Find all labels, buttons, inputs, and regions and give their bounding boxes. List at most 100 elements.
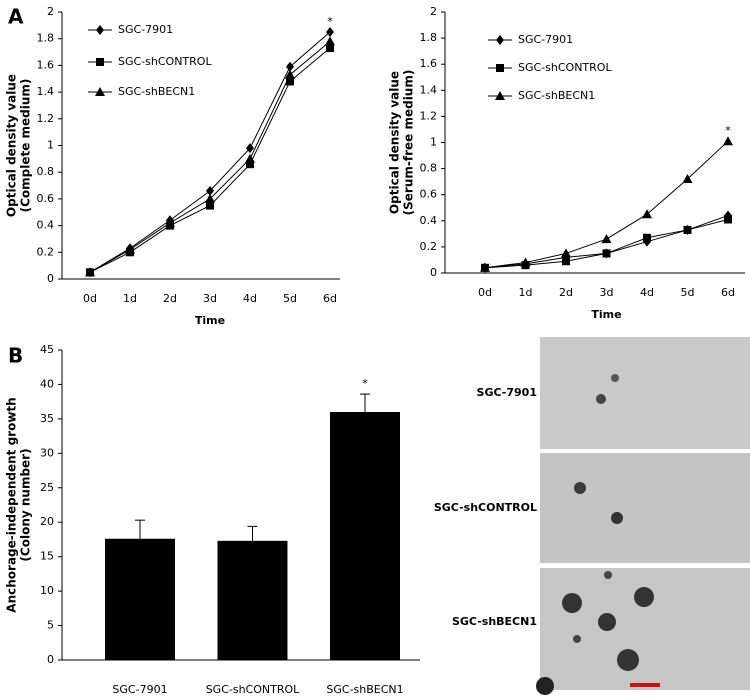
data-point — [562, 257, 570, 266]
data-point — [480, 262, 490, 272]
y-tick-label: 0.8 — [420, 162, 438, 175]
colony — [634, 587, 654, 607]
x-tick-label: 4d — [640, 286, 654, 299]
colony — [596, 394, 606, 404]
line — [89, 31, 331, 273]
micrograph — [540, 568, 750, 690]
annotation: * — [327, 15, 333, 28]
micrograph-label: SGC-shCONTROL — [434, 501, 537, 514]
y-tick-label: 1.4 — [420, 83, 438, 96]
data-point — [683, 225, 692, 234]
y-tick-label: 2 — [430, 5, 437, 18]
legend-marker — [96, 25, 104, 35]
legend-label: SGC-shCONTROL — [518, 61, 612, 74]
y-axis-label: (Serum-free medium) — [402, 70, 416, 216]
micrograph — [540, 337, 750, 449]
y-axis-label: Optical density value — [388, 71, 402, 214]
colony — [574, 482, 586, 494]
legend-label: SGC-shBECN1 — [518, 89, 595, 102]
x-axis-label: Time — [591, 308, 621, 321]
colony — [598, 613, 616, 631]
micrograph-label: SGC-shBECN1 — [452, 615, 537, 628]
legend-label: SGC-shBECN1 — [118, 85, 195, 98]
data-point — [286, 77, 294, 86]
y-tick-label: 35 — [40, 412, 54, 425]
x-tick-label: 6d — [323, 292, 337, 305]
data-point — [326, 27, 334, 38]
legend-marker — [496, 64, 504, 72]
x-tick-label: 5d — [283, 292, 297, 305]
data-point — [325, 36, 335, 46]
line — [89, 40, 331, 273]
x-tick-label: SGC-shCONTROL — [206, 683, 300, 696]
legend-label: SGC-shCONTROL — [118, 55, 212, 68]
y-tick-label: 0.4 — [37, 219, 55, 232]
legend-label: SGC-7901 — [518, 33, 573, 46]
legend-marker — [96, 58, 104, 66]
data-point — [165, 217, 175, 227]
x-tick-label: 2d — [559, 286, 573, 299]
y-axis-label: (Colony number) — [19, 448, 33, 561]
micrograph-panel: SGC-7901 SGC-shCONTROL SGC-shBECN1 — [434, 337, 750, 695]
data-point — [246, 160, 254, 169]
data-point — [601, 234, 612, 244]
y-tick-label: 30 — [40, 446, 54, 459]
data-point — [85, 267, 95, 277]
y-tick-label: 1.6 — [37, 58, 55, 71]
data-point — [285, 69, 295, 79]
legend-marker — [496, 35, 504, 45]
data-point — [643, 233, 651, 242]
data-point — [682, 174, 693, 184]
x-axis-label: Time — [195, 314, 225, 327]
y-tick-label: 2 — [47, 5, 54, 18]
x-tick-label: SGC-shBECN1 — [326, 683, 403, 696]
y-tick-label: 0.6 — [37, 192, 55, 205]
y-tick-label: 0.8 — [37, 165, 55, 178]
y-tick-label: 15 — [40, 550, 54, 563]
scale-bar — [630, 683, 660, 687]
bar — [217, 540, 288, 660]
micrograph — [540, 453, 750, 563]
x-tick-label: 1d — [519, 286, 533, 299]
y-tick-label: 0.2 — [37, 245, 55, 258]
data-point — [206, 201, 214, 210]
data-point — [642, 209, 652, 219]
data-point — [125, 244, 135, 254]
panel-label: A — [8, 5, 24, 29]
y-tick-label: 1 — [430, 136, 437, 149]
y-tick-label: 0.6 — [420, 188, 438, 201]
bar — [105, 538, 175, 660]
y-tick-label: 1.6 — [420, 57, 438, 70]
x-tick-label: 4d — [243, 292, 257, 305]
y-tick-label: 0 — [430, 266, 437, 279]
annotation: * — [725, 124, 731, 137]
x-tick-label: 1d — [123, 292, 137, 305]
colony — [562, 593, 582, 613]
bar — [330, 412, 400, 660]
colony — [604, 571, 612, 579]
y-tick-label: 1.8 — [37, 32, 55, 45]
panel-label: B — [8, 344, 23, 368]
colony — [617, 649, 639, 671]
line — [484, 219, 729, 269]
data-point — [723, 136, 733, 146]
x-tick-label: 3d — [203, 292, 217, 305]
data-point — [326, 44, 334, 53]
y-tick-label: 1.4 — [37, 85, 55, 98]
y-axis-label: (Complete medium) — [19, 79, 33, 213]
colony — [536, 677, 554, 695]
x-tick-label: 0d — [83, 292, 97, 305]
y-tick-label: 10 — [40, 584, 54, 597]
y-tick-label: 1.2 — [37, 112, 55, 125]
y-tick-label: 5 — [47, 619, 54, 632]
y-tick-label: 1.2 — [420, 109, 438, 122]
micrograph-label: SGC-7901 — [477, 386, 537, 399]
x-tick-label: SGC-7901 — [112, 683, 167, 696]
y-tick-label: 0 — [47, 653, 54, 666]
x-tick-label: 2d — [163, 292, 177, 305]
x-tick-label: 5d — [681, 286, 695, 299]
data-point — [286, 61, 294, 72]
data-point — [602, 249, 611, 258]
x-tick-label: 3d — [600, 286, 614, 299]
